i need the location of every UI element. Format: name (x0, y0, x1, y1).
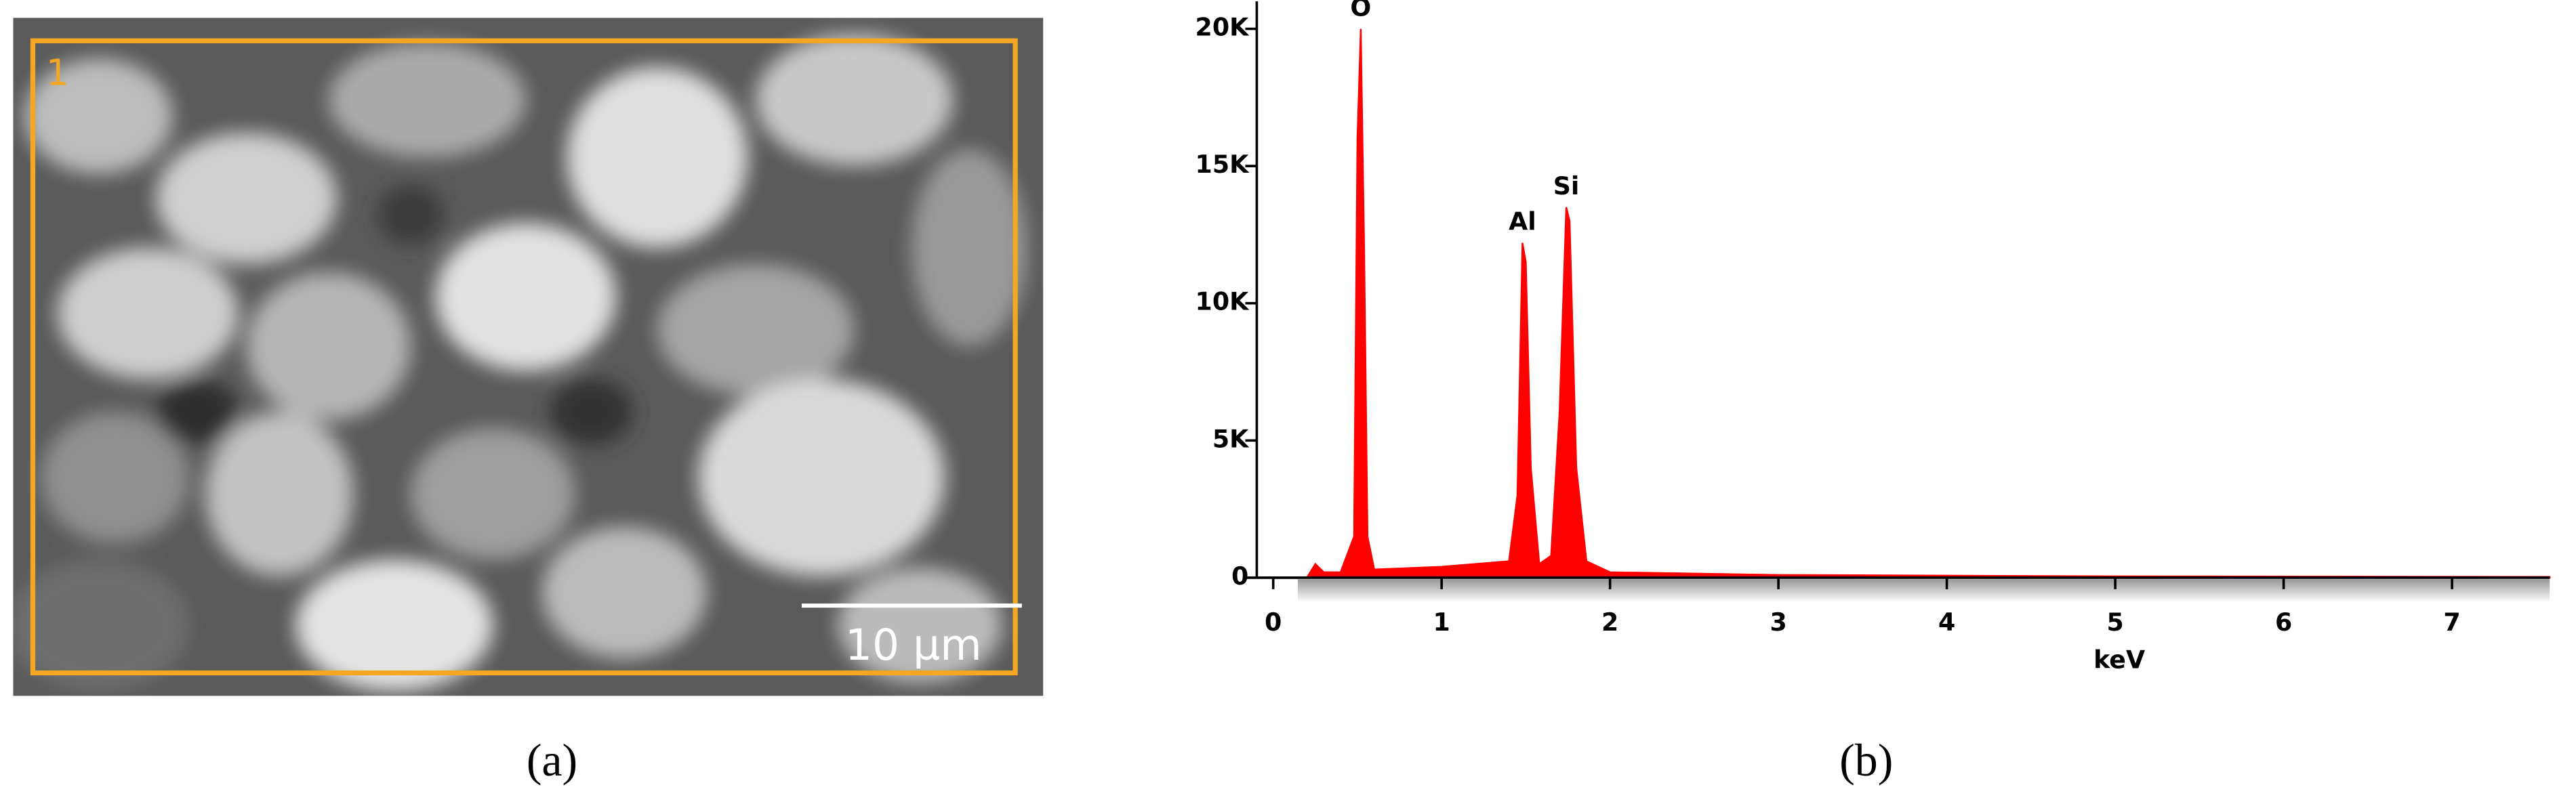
x-tick-label: 6 (2275, 608, 2292, 637)
y-tick-label: 5K (1212, 424, 1250, 453)
y-tick-label: 0 (1231, 562, 1248, 591)
x-tick-label: 2 (1601, 608, 1618, 637)
scale-bar-label: 10 µm (845, 620, 982, 670)
x-tick-label: 5 (2106, 608, 2123, 637)
y-tick-label: 10K (1195, 287, 1250, 316)
region-label: 1 (46, 51, 69, 94)
x-axis-label: keV (2093, 646, 2145, 675)
peak-label: Al (1509, 207, 1536, 236)
spectrum (1305, 28, 2551, 579)
x-tick-label: 3 (1770, 608, 1786, 637)
x-tick-label: 7 (2443, 608, 2460, 637)
axis-shadow (1298, 579, 2550, 603)
x-tick-label: 4 (1938, 608, 1955, 637)
peak-label: O (1350, 0, 1371, 22)
panel-label: (a) (527, 735, 577, 786)
panel-label: (b) (1839, 735, 1893, 786)
peak-label: Si (1553, 171, 1580, 200)
y-tick-label: 15K (1195, 150, 1250, 179)
x-tick-label: 1 (1433, 608, 1450, 637)
y-tick-label: 20K (1195, 13, 1250, 42)
x-tick-label: 0 (1265, 608, 1282, 637)
sem-image (13, 18, 1044, 696)
